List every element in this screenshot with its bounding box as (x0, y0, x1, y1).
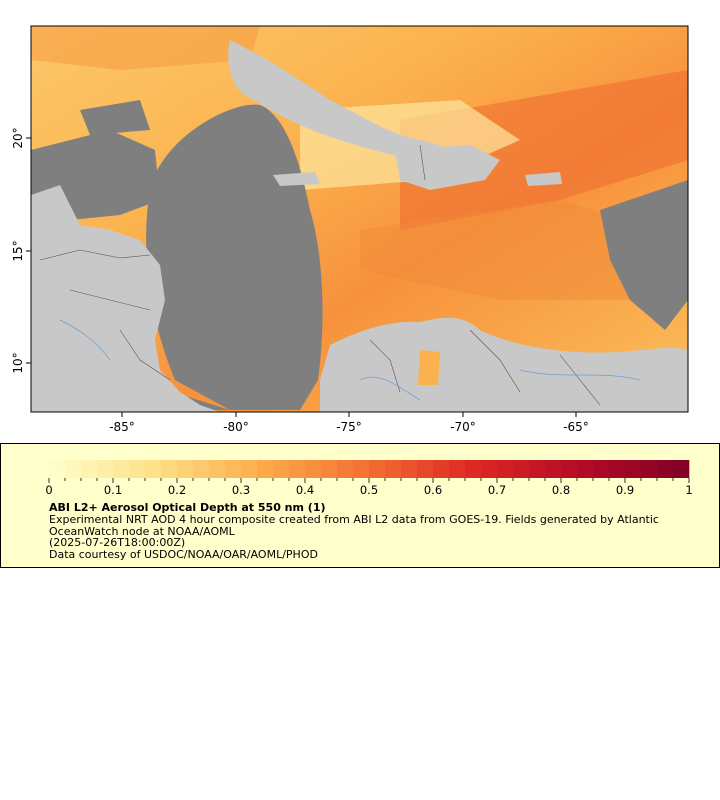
colorbar-swatch (305, 460, 322, 478)
colorbar-swatch (545, 460, 562, 478)
colorbar-label: 0.8 (552, 483, 570, 497)
colorbar-label: 0.7 (488, 483, 506, 497)
colorbar-label: 0.5 (360, 483, 378, 497)
colorbar-swatch (289, 460, 306, 478)
colorbar-swatch (481, 460, 498, 478)
colorbar-swatch (49, 460, 66, 478)
colorbar-ticks (48, 478, 690, 483)
land-lake-maracaibo (418, 350, 440, 385)
colorbar-label: 0.1 (104, 483, 122, 497)
colorbar-swatch (273, 460, 290, 478)
colorbar-swatch (513, 460, 530, 478)
colorbar: 0 0.1 0.2 0.3 0.4 0.5 0.6 0.7 0.8 0.9 1 (45, 460, 693, 497)
aod-map: -85° -80° -75° -70° -65° 20° 15° 10° (11, 25, 689, 434)
lon-axis: -85° -80° -75° -70° -65° (109, 412, 589, 434)
map-frame (30, 25, 689, 413)
legend-description: Experimental NRT AOD 4 hour composite cr… (49, 513, 659, 538)
land-hispaniola (395, 145, 500, 190)
aod-plume-band (31, 26, 260, 70)
colorbar-swatch (385, 460, 402, 478)
lat-tick-label: 20° (11, 127, 25, 148)
colorbar-swatch (241, 460, 258, 478)
colorbar-swatch (401, 460, 418, 478)
colorbar-swatch (449, 460, 466, 478)
lon-tick-label: -85° (109, 420, 135, 434)
country-borders (39, 144, 601, 406)
colorbar-swatch (129, 460, 146, 478)
rivers (59, 319, 641, 401)
land-puerto-rico (525, 172, 562, 186)
colorbar-swatch (81, 460, 98, 478)
colorbar-swatch (593, 460, 610, 478)
colorbar-label: 0.4 (296, 483, 314, 497)
colorbar-swatch (529, 460, 546, 478)
colorbar-swatch (673, 460, 690, 478)
colorbar-swatch (657, 460, 674, 478)
colorbar-swatch (433, 460, 450, 478)
colorbar-swatch (497, 460, 514, 478)
lat-axis: 20° 15° 10° (11, 127, 31, 374)
colorbar-label: 0.9 (616, 483, 634, 497)
colorbar-swatch (321, 460, 338, 478)
colorbar-swatch (465, 460, 482, 478)
legend-panel: 0 0.1 0.2 0.3 0.4 0.5 0.6 0.7 0.8 0.9 1 … (0, 443, 720, 568)
lon-tick-label: -80° (223, 420, 249, 434)
colorbar-swatch (97, 460, 114, 478)
colorbar-label: 0 (45, 483, 52, 497)
colorbar-swatch (577, 460, 594, 478)
colorbar-swatch (257, 460, 274, 478)
land-yucatan-central-america (31, 185, 220, 412)
colorbar-swatch (369, 460, 386, 478)
colorbar-swatch (145, 460, 162, 478)
colorbar-label: 1 (685, 483, 692, 497)
colorbar-label: 0.6 (424, 483, 442, 497)
colorbar-swatch (561, 460, 578, 478)
lon-tick-label: -70° (450, 420, 476, 434)
lat-tick-label: 10° (11, 352, 25, 373)
lon-tick-label: -65° (563, 420, 589, 434)
legend-credit: Data courtesy of USDOC/NOAA/OAR/AOML/PHO… (49, 548, 318, 561)
colorbar-swatch (417, 460, 434, 478)
lat-tick-label: 15° (11, 240, 25, 261)
lon-tick-label: -75° (336, 420, 362, 434)
colorbar-swatch (113, 460, 130, 478)
colorbar-label: 0.2 (168, 483, 186, 497)
no-data-region (80, 100, 150, 135)
colorbar-swatch (65, 460, 82, 478)
colorbar-labels: 0 0.1 0.2 0.3 0.4 0.5 0.6 0.7 0.8 0.9 1 (45, 483, 692, 497)
colorbar-swatch (337, 460, 354, 478)
land-south-america (320, 317, 688, 412)
colorbar-swatch (161, 460, 178, 478)
legend-title: ABI L2+ Aerosol Optical Depth at 550 nm … (49, 501, 326, 514)
colorbar-swatches (49, 460, 690, 478)
colorbar-swatch (609, 460, 626, 478)
colorbar-swatch (209, 460, 226, 478)
colorbar-swatch (177, 460, 194, 478)
colorbar-swatch (193, 460, 210, 478)
colorbar-swatch (641, 460, 658, 478)
colorbar-swatch (225, 460, 242, 478)
land-jamaica (273, 172, 320, 186)
colorbar-label: 0.3 (232, 483, 250, 497)
no-data-region (600, 180, 688, 330)
legend-timestamp: (2025-07-26T18:00:00Z) (49, 536, 186, 549)
colorbar-swatch (353, 460, 370, 478)
colorbar-swatch (625, 460, 642, 478)
